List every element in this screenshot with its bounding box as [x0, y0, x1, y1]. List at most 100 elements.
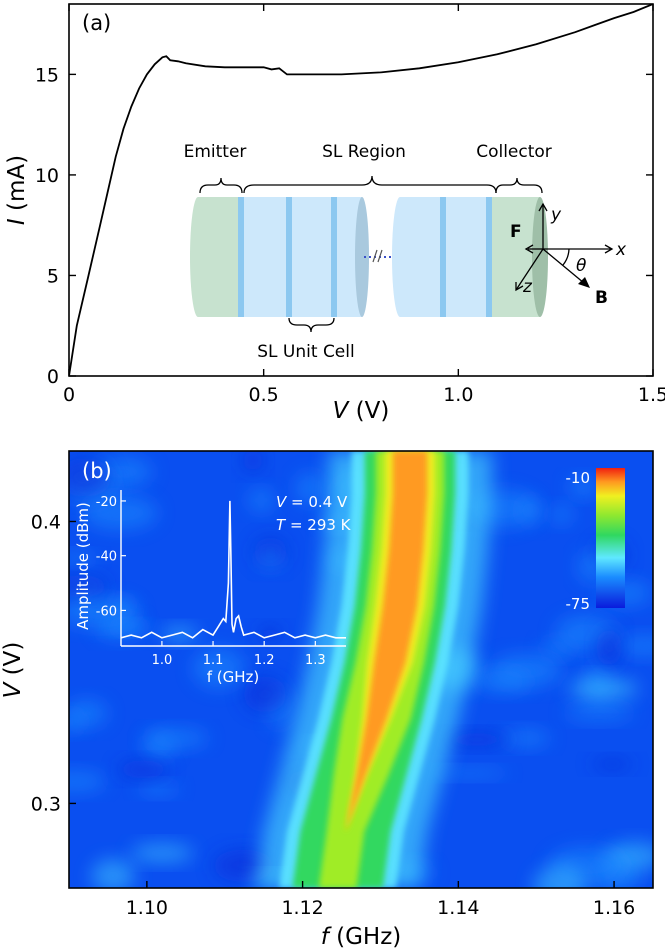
y-tick-label-a: 10	[35, 165, 59, 187]
collector-brace	[495, 177, 543, 194]
noise-blob	[69, 711, 84, 732]
inset-ticks: 1.0 1.1 1.2 1.3 -20 -40 -60	[96, 495, 326, 668]
inset-x-tick-label: 1.2	[254, 653, 275, 668]
noise-blob	[241, 451, 264, 472]
noise-blob	[591, 758, 634, 771]
x-axis-label-b: f (GHz)	[321, 924, 402, 950]
barrier-layer	[238, 197, 244, 317]
x-axis-symbol: x	[615, 240, 627, 260]
barrier-layer	[440, 197, 446, 317]
b-vector-label: B	[595, 288, 608, 308]
noise-blob	[69, 552, 97, 565]
noise-blob	[295, 472, 324, 506]
inset-annotation-temperature: T = 293 K	[276, 516, 352, 534]
sl-region-label: SL Region	[322, 142, 406, 162]
barrier-layer	[486, 197, 492, 317]
f-vector-label: F	[510, 222, 522, 242]
break-mark	[372, 249, 383, 263]
colorbar-max-label: -10	[566, 469, 591, 487]
barrier-layer	[331, 197, 337, 317]
coordinate-axes	[515, 202, 614, 292]
iv-curve	[69, 4, 653, 376]
colorbar: -10 -75	[566, 468, 625, 613]
x-axis-label-a: V (V)	[333, 398, 390, 424]
panel-b: 1.10 1.12 1.14 1.160.30.4 (b) -10 -75 1.0 1.…	[0, 450, 654, 950]
unit-cell-brace	[288, 317, 335, 333]
noise-blob	[500, 729, 551, 748]
superlattice-schematic: Emitter SL Region Collector SL Unit Cell…	[184, 142, 627, 362]
noise-blob	[138, 782, 180, 796]
inset-y-tick-label: -60	[96, 604, 117, 619]
noise-blob	[69, 458, 112, 497]
noise-blob	[117, 759, 170, 779]
panel-a-label: (a)	[82, 11, 111, 35]
emitter-brace	[199, 177, 243, 194]
x-tick-label-b: 1.14	[437, 897, 479, 919]
colorbar-gradient	[596, 468, 625, 608]
x-tick-label-a: 1.0	[443, 384, 473, 406]
noise-blob	[193, 647, 245, 689]
x-tick-label-b: 1.12	[281, 897, 323, 919]
barrier-layer	[286, 197, 292, 317]
noise-blob	[82, 495, 158, 530]
z-axis-symbol: z	[522, 277, 533, 297]
y-tick-label-a: 5	[47, 265, 59, 287]
y-tick-label-b: 0.4	[31, 511, 61, 533]
y-tick-label-b: 0.3	[31, 793, 61, 815]
noise-blob	[533, 866, 588, 888]
noise-blob	[549, 505, 574, 525]
inset-annotation-voltage: V = 0.4 V	[276, 493, 348, 511]
noise-blob	[441, 731, 512, 748]
noise-blob	[568, 677, 639, 702]
noise-blob	[258, 548, 282, 570]
panel-b-frame	[68, 450, 654, 889]
x-tick-label-a: 1.5	[638, 384, 665, 406]
emitter-label: Emitter	[184, 142, 247, 162]
noise-blob	[130, 843, 194, 863]
noise-blob	[567, 477, 600, 498]
noise-blob	[430, 768, 509, 779]
collector-label: Collector	[476, 142, 552, 162]
sl-unit-cell-label: SL Unit Cell	[257, 342, 354, 362]
iv-curve-group	[69, 4, 653, 376]
inset-spectrum-line	[120, 500, 346, 639]
inset-x-tick-label: 1.1	[203, 653, 224, 668]
sl-region-brace	[243, 175, 497, 194]
y-axis-label-b: V (V)	[0, 642, 26, 699]
y-tick-label-a: 0	[47, 366, 59, 388]
inset-y-tick-label: -20	[96, 495, 117, 510]
noise-blob	[243, 675, 287, 713]
noise-blob	[618, 635, 653, 657]
theta-angle-label: θ	[576, 256, 587, 276]
ridge-band	[337, 451, 428, 888]
emitter-contact	[190, 197, 242, 317]
inset-y-tick-label: -40	[96, 550, 117, 565]
x-tick-label-b: 1.16	[593, 897, 635, 919]
panel-a-frame	[68, 3, 654, 377]
colorbar-min-label: -75	[566, 595, 591, 613]
inset-spectrum: 1.0 1.1 1.2 1.3 -20 -40 -60 f (GHz) Amplitude …	[74, 490, 352, 686]
x-tick-label-b: 1.10	[126, 897, 168, 919]
noise-blob	[596, 628, 622, 667]
noise-blob	[69, 575, 110, 598]
b-field-arrow-head	[578, 277, 590, 288]
collector-face	[532, 197, 548, 317]
panel-b-ticks: 1.10 1.12 1.14 1.16 0.3 0.4	[31, 511, 635, 919]
heatmap-area	[69, 451, 653, 888]
x-tick-label-a: 0	[63, 384, 75, 406]
y-tick-label-a: 15	[35, 64, 59, 86]
noise-blob	[69, 771, 107, 792]
inset-y-label: Amplitude (dBm)	[74, 502, 92, 630]
noise-blob	[564, 704, 634, 721]
panel-b-label: (b)	[82, 459, 112, 483]
noise-blob	[91, 859, 135, 888]
panel-a-ticks: 0 0.5 1.0 1.5 0 5 10 15	[35, 4, 665, 406]
noise-blob	[248, 488, 275, 512]
inset-x-tick-label: 1.3	[305, 653, 326, 668]
y-axis-label-a: I (mA)	[4, 155, 30, 225]
y-axis-symbol: y	[550, 205, 562, 225]
sl-segment-left	[242, 197, 362, 317]
noise-blob	[161, 626, 198, 642]
noise-blob	[108, 622, 152, 634]
